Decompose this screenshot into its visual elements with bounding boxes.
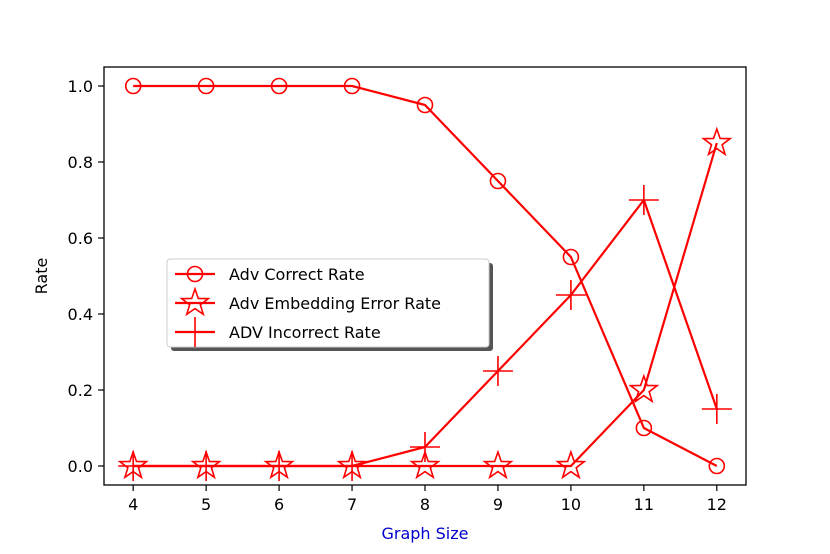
x-axis: 4 5 6 7 8 9 10 11 12 (128, 485, 727, 514)
data-point (635, 419, 653, 437)
legend-label: ADV Incorrect Rate (229, 323, 381, 342)
y-tick-label: 0.0 (68, 457, 93, 476)
data-point (337, 451, 368, 481)
data-point (118, 451, 149, 481)
x-tick-label: 6 (274, 495, 284, 514)
y-tick-label: 0.6 (68, 229, 93, 248)
y-tick-label: 1.0 (68, 77, 93, 96)
y-tick-label: 0.4 (68, 305, 93, 324)
data-point (343, 77, 361, 95)
legend-label: Adv Correct Rate (229, 265, 365, 284)
data-point (555, 449, 587, 480)
data-point (416, 96, 434, 114)
x-tick-label: 4 (128, 495, 138, 514)
data-point (562, 248, 580, 266)
legend-label: Adv Embedding Error Rate (229, 294, 441, 313)
data-point (701, 394, 732, 424)
legend-marker (186, 265, 204, 283)
series-line (133, 84, 718, 467)
legend-item: ADV Incorrect Rate (175, 317, 381, 347)
data-point (264, 451, 295, 481)
y-tick-label: 0.2 (68, 381, 93, 400)
x-tick-label: 8 (420, 495, 430, 514)
data-point (482, 356, 513, 386)
legend-marker (180, 317, 210, 347)
legend-item: Adv Correct Rate (175, 265, 365, 284)
series-3 (118, 185, 732, 481)
data-point (197, 77, 215, 95)
legend-item: Adv Embedding Error Rate (175, 286, 441, 317)
data-point (410, 432, 440, 462)
x-tick-label: 12 (707, 495, 727, 514)
data-point (555, 280, 586, 310)
data-point (409, 449, 441, 480)
data-point (628, 185, 659, 215)
x-axis-title: Graph Size (381, 524, 468, 543)
data-point (270, 77, 288, 95)
x-tick-label: 10 (561, 495, 581, 514)
x-tick-label: 7 (347, 495, 357, 514)
data-point (489, 172, 507, 190)
plot-area (117, 77, 733, 481)
legend: Adv Correct Rate Adv Embedding Error Rate… (166, 258, 493, 351)
y-tick-label: 0.8 (68, 153, 93, 172)
data-point (124, 77, 142, 95)
x-tick-label: 9 (493, 495, 503, 514)
data-point (628, 373, 660, 404)
data-point (701, 126, 733, 157)
legend-box (166, 258, 490, 348)
x-tick-label: 11 (634, 495, 654, 514)
data-point (708, 457, 726, 475)
series-1 (124, 77, 726, 475)
data-point (191, 451, 222, 481)
data-point (482, 449, 514, 480)
legend-marker (179, 286, 211, 317)
y-axis-title: Rate (32, 258, 51, 295)
x-tick-label: 5 (201, 495, 211, 514)
y-axis: 0.0 0.2 0.4 0.6 0.8 1.0 (68, 77, 104, 476)
